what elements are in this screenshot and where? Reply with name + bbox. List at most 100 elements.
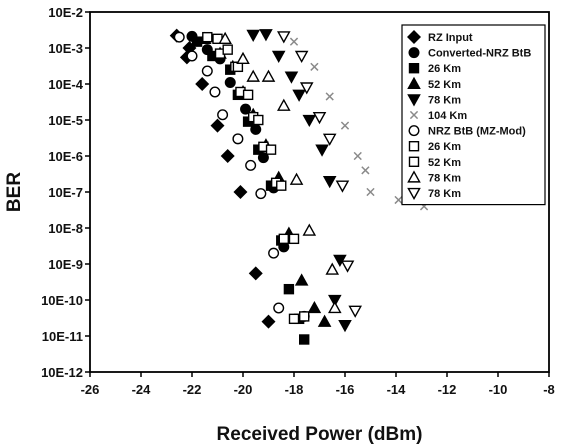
- data-point: [240, 103, 252, 115]
- data-point: [265, 144, 277, 155]
- data-point: [340, 260, 355, 273]
- data-point: [186, 50, 198, 62]
- data-point: [232, 133, 244, 145]
- y-axis: 10E-2 10E-3 10E-4 10E-5 10E-6 10E-7 10E-8 10E-9…: [41, 5, 90, 380]
- legend-label: 52 Km: [428, 157, 461, 169]
- y-tick-label: 10E-11: [42, 329, 83, 344]
- data-point: [261, 314, 276, 329]
- series-6: [173, 31, 285, 314]
- x-tick-label: -26: [81, 382, 100, 397]
- data-point: [261, 69, 276, 82]
- data-point: [289, 37, 299, 46]
- x-tick-label: -22: [183, 382, 202, 397]
- x-tick-label: -12: [438, 382, 457, 397]
- x-tick-label: -8: [543, 382, 555, 397]
- series-10: [277, 31, 362, 318]
- legend-label: 26 Km: [428, 63, 461, 75]
- legend-marker: [407, 187, 421, 201]
- data-point: [217, 109, 229, 121]
- data-point: [299, 311, 310, 322]
- legend-label: 26 Km: [428, 141, 461, 153]
- data-point: [288, 313, 300, 325]
- x-axis-title: Received Power (dBm): [217, 424, 423, 445]
- data-point: [276, 180, 287, 191]
- legend-marker: [407, 170, 421, 183]
- legend-label: 78 Km: [428, 188, 461, 200]
- data-point: [335, 180, 350, 193]
- data-point: [340, 121, 350, 130]
- data-point: [210, 118, 225, 133]
- data-point: [245, 159, 257, 171]
- legend-label: NRZ BtB (MZ-Mod): [428, 126, 526, 138]
- data-point: [236, 51, 250, 65]
- data-point: [273, 302, 285, 314]
- legend-label: Converted-NRZ BtB: [428, 48, 531, 60]
- data-point: [271, 50, 286, 64]
- x-tick-label: -14: [387, 382, 407, 397]
- data-point: [348, 305, 362, 318]
- data-point: [289, 172, 304, 185]
- data-point: [317, 314, 332, 327]
- series-4: [246, 29, 352, 333]
- data-point: [259, 29, 273, 42]
- data-point: [315, 144, 329, 157]
- data-point: [338, 319, 352, 333]
- data-point: [328, 300, 342, 314]
- data-point: [222, 44, 233, 55]
- legend-label: 78 Km: [428, 94, 461, 106]
- data-point: [328, 294, 342, 308]
- data-point: [325, 92, 334, 101]
- y-tick-label: 10E-8: [48, 221, 83, 236]
- y-axis-title: BER: [4, 172, 25, 212]
- data-point: [246, 69, 260, 82]
- data-point: [325, 262, 340, 275]
- data-point: [299, 82, 314, 95]
- x-axis: -26 -24 -22 -20 -18 -16 -14 -12 -10 -8: [81, 372, 555, 397]
- legend-marker: [409, 110, 419, 120]
- y-tick-label: 10E-7: [48, 185, 83, 200]
- data-point: [366, 187, 375, 197]
- data-point: [302, 223, 317, 236]
- data-point: [173, 31, 185, 43]
- data-point: [220, 149, 235, 163]
- data-point: [248, 266, 263, 281]
- data-point: [322, 175, 337, 189]
- y-tick-label: 10E-6: [48, 149, 83, 164]
- data-point: [307, 300, 322, 314]
- legend-marker: [407, 76, 421, 89]
- legend-marker: [408, 63, 420, 74]
- data-point: [283, 283, 295, 295]
- data-point: [242, 89, 254, 101]
- data-point: [253, 114, 264, 126]
- data-point: [322, 133, 337, 146]
- data-point: [312, 111, 327, 125]
- data-point: [268, 247, 280, 259]
- data-point: [361, 166, 370, 175]
- legend-label: RZ Input: [428, 32, 473, 44]
- data-point: [255, 188, 267, 200]
- x-tick-label: -16: [336, 382, 355, 397]
- y-tick-label: 10E-4: [48, 77, 83, 92]
- data-point: [302, 114, 317, 128]
- data-point: [299, 334, 310, 345]
- y-tick-label: 10E-3: [48, 41, 83, 56]
- data-point: [278, 233, 289, 245]
- legend-label: 78 Km: [428, 172, 461, 184]
- data-point: [202, 31, 213, 43]
- data-point: [209, 86, 221, 98]
- data-point: [246, 29, 260, 43]
- data-point: [394, 195, 403, 205]
- series-5: [289, 37, 429, 211]
- legend-marker: [408, 156, 420, 168]
- data-point: [294, 273, 309, 286]
- data-point: [224, 77, 236, 89]
- legend-label: 104 Km: [428, 110, 467, 122]
- x-tick-label: -10: [489, 382, 508, 397]
- data-point: [288, 233, 300, 245]
- legend-label: 52 Km: [428, 79, 461, 91]
- data-point: [292, 89, 306, 102]
- data-point: [195, 77, 210, 91]
- legend-marker: [408, 125, 420, 137]
- legend: RZ Input Converted-NRZ BtB 26 Km 52 Km 78 Km…: [401, 24, 546, 206]
